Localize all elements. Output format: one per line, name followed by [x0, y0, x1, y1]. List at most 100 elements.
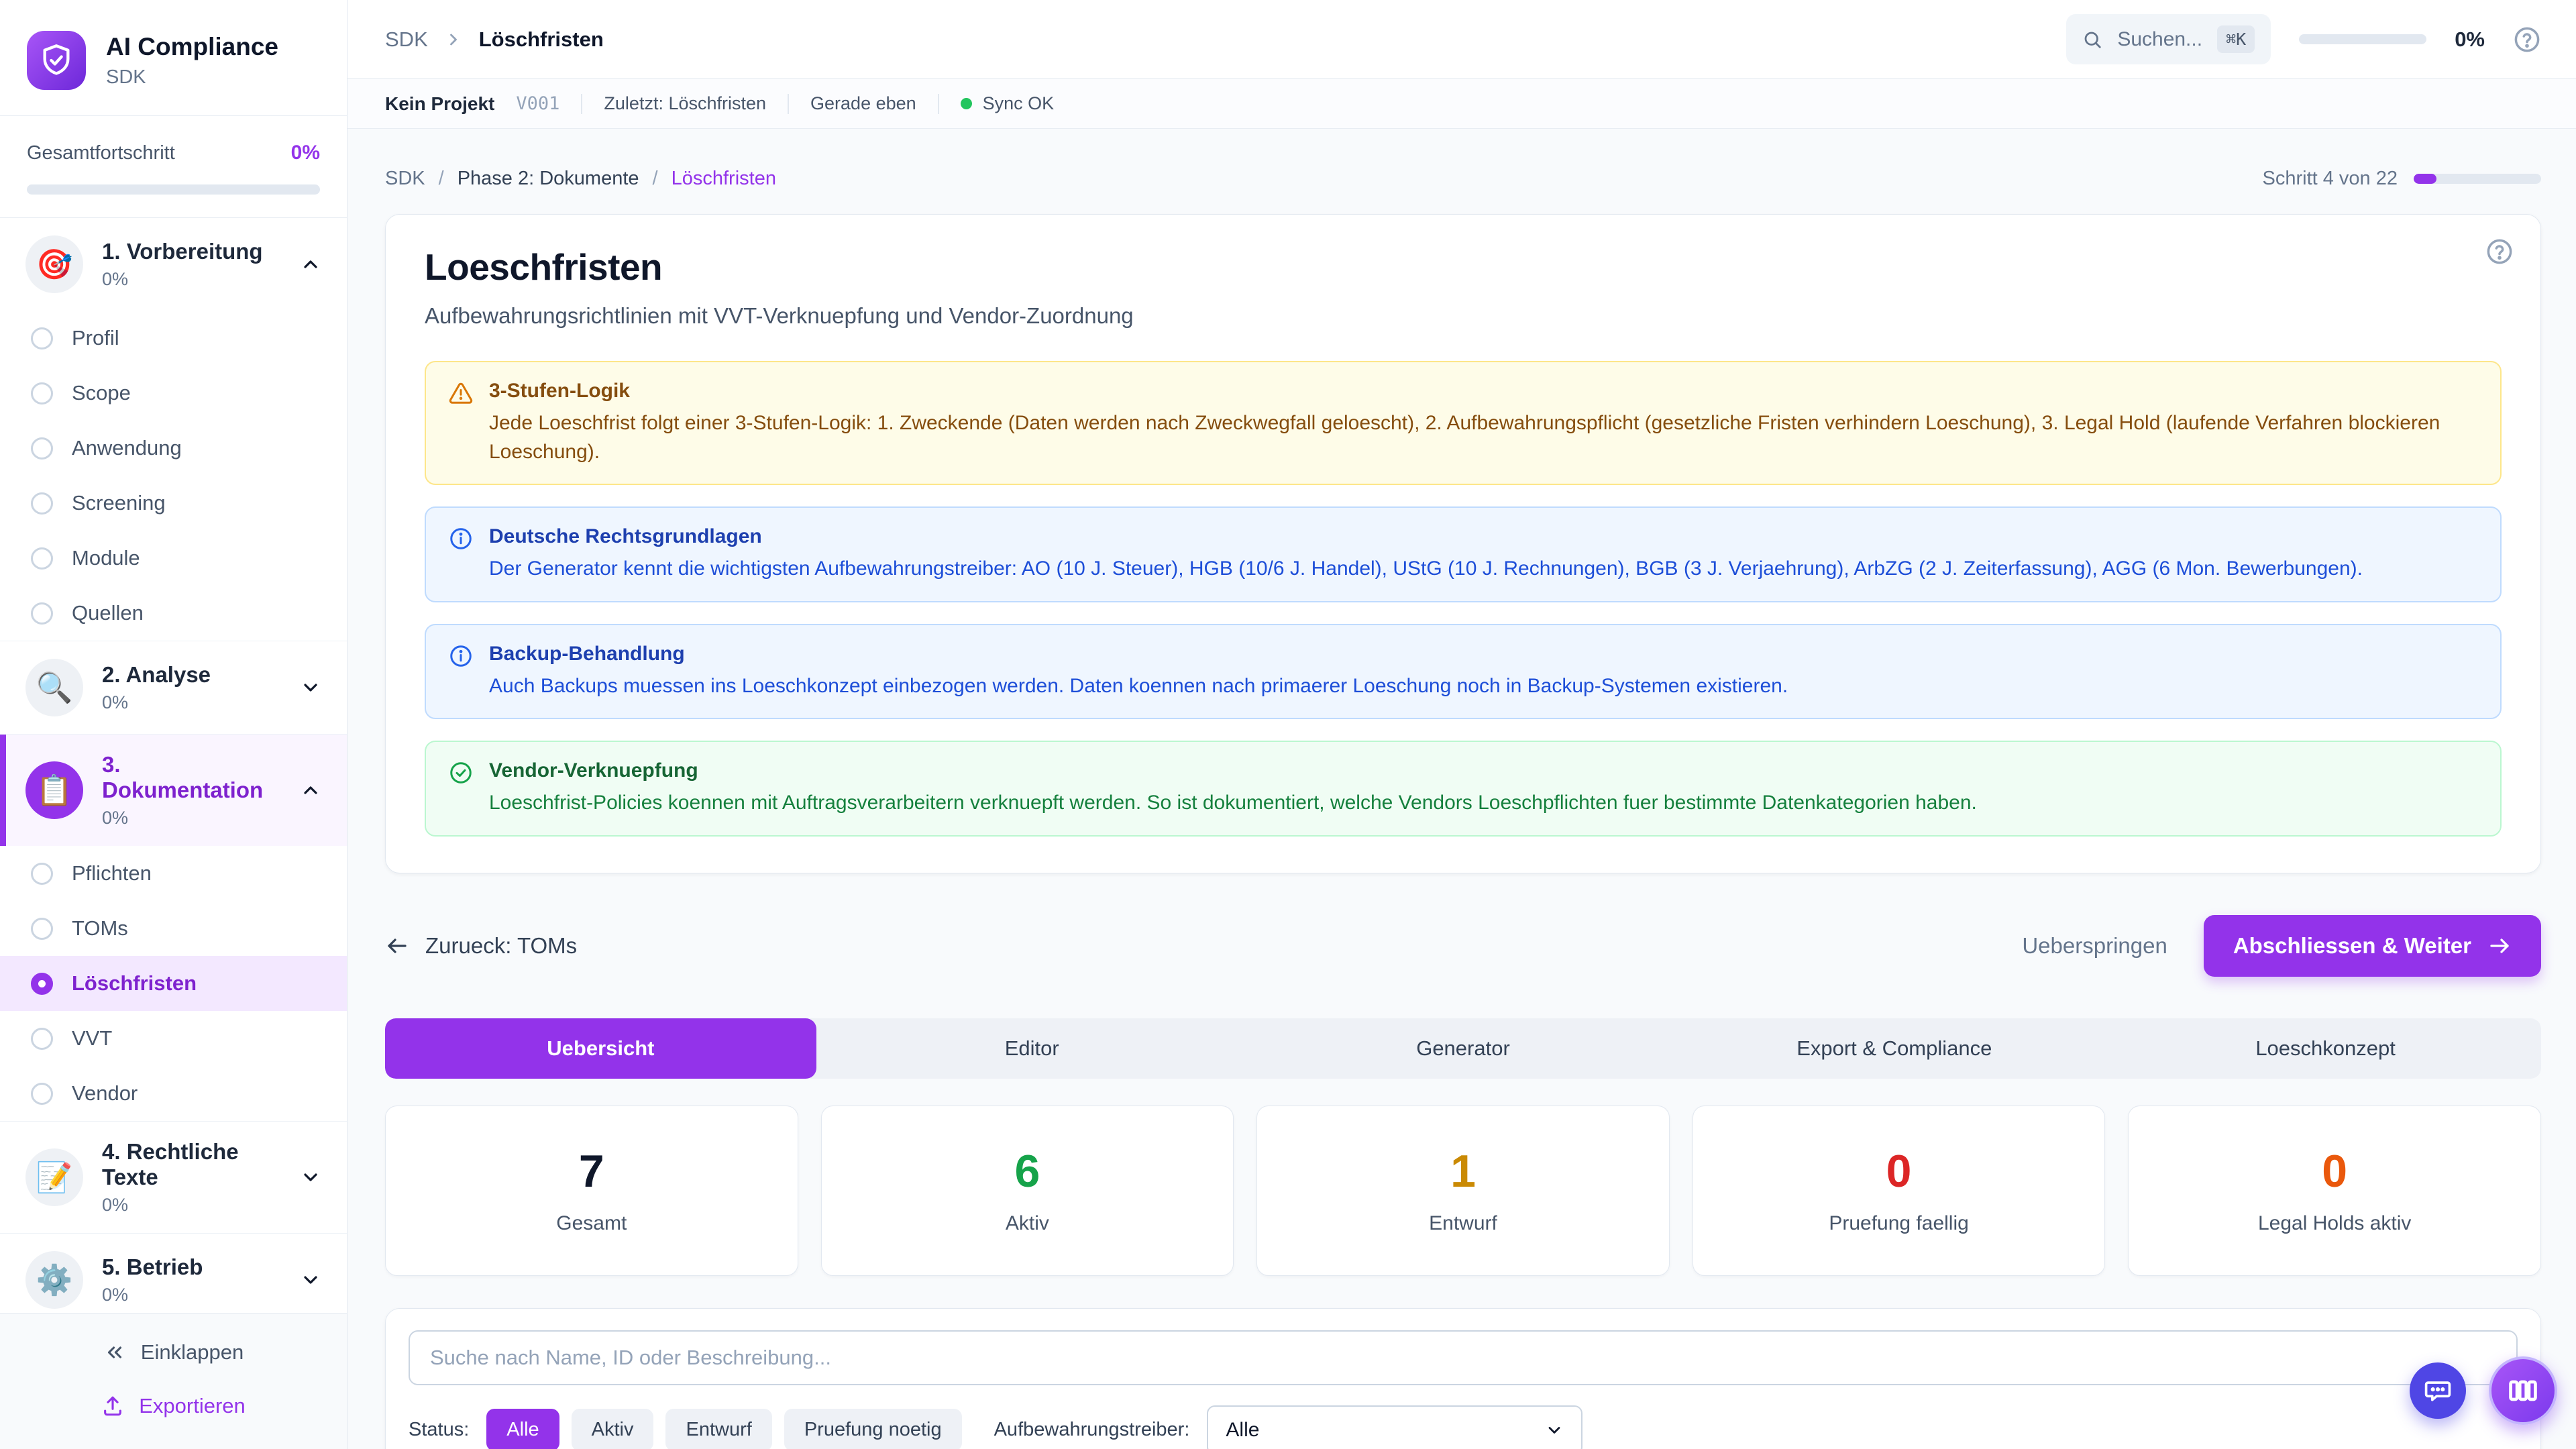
breadcrumb-phase[interactable]: Phase 2: Dokumente — [457, 168, 639, 189]
magnifier-emoji-icon: 🔍 — [25, 659, 83, 716]
sidebar-section-vorbereitung[interactable]: 🎯 1. Vorbereitung 0% — [0, 218, 347, 311]
breadcrumb-current: Löschfristen — [478, 27, 604, 51]
sidebar-item-label: Quellen — [72, 601, 144, 625]
topbar-progress-value: 0% — [2455, 27, 2485, 51]
policy-search-input[interactable] — [409, 1330, 2518, 1385]
radio-icon — [31, 547, 53, 570]
chat-fab-button[interactable] — [2410, 1362, 2466, 1419]
alert-title: Backup-Behandlung — [489, 642, 685, 665]
search-placeholder: Suchen... — [2117, 28, 2203, 50]
topbar-progress-bar — [2299, 34, 2427, 44]
sync-status: Sync OK — [960, 93, 1055, 114]
status-pill-pruefung-noetig[interactable]: Pruefung noetig — [784, 1409, 962, 1449]
radio-icon — [31, 1027, 53, 1050]
sidebar-item-label: Profil — [72, 326, 119, 350]
stat-value: 1 — [1450, 1145, 1476, 1197]
sidebar-item-scope[interactable]: Scope — [0, 366, 347, 421]
help-icon[interactable] — [2513, 25, 2541, 54]
back-button[interactable]: Zurueck: TOMs — [385, 933, 577, 959]
app-subtitle: SDK — [106, 66, 146, 88]
stats-row: 7 Gesamt 6 Aktiv 1 Entwurf 0 Pruefung fa… — [385, 1105, 2541, 1276]
sidebar-item-label: VVT — [72, 1026, 113, 1050]
clipboard-emoji-icon: 📋 — [25, 761, 83, 819]
section-label: 3. Dokumentation — [102, 752, 264, 802]
app-header: AI Compliance SDK — [0, 0, 347, 115]
tab-editor[interactable]: Editor — [1004, 1036, 1059, 1060]
radio-icon — [31, 602, 53, 625]
sidebar-section-rechtliche-texte[interactable]: 📝 4. Rechtliche Texte 0% — [0, 1122, 347, 1233]
target-emoji-icon: 🎯 — [25, 235, 83, 293]
status-filter-label: Status: — [409, 1419, 470, 1441]
section-label: 2. Analyse — [102, 662, 211, 687]
tab-uebersicht[interactable]: Uebersicht — [385, 1018, 816, 1079]
tab-loeschkonzept[interactable]: Loeschkonzept — [2255, 1036, 2396, 1060]
step-help-icon[interactable] — [2485, 237, 2514, 266]
breadcrumb-current: Löschfristen — [671, 168, 776, 189]
complete-next-button[interactable]: Abschliessen & Weiter — [2203, 914, 2541, 977]
last-step-label: Zuletzt: Löschfristen — [604, 93, 767, 113]
stat-card-legal-holds: 0 Legal Holds aktiv — [2128, 1105, 2541, 1276]
sidebar-item-vvt[interactable]: VVT — [0, 1011, 347, 1066]
radio-icon — [31, 437, 53, 460]
stat-label: Legal Holds aktiv — [2257, 1212, 2412, 1234]
tab-bar: Uebersicht Editor Generator Export & Com… — [385, 1018, 2541, 1079]
section-percent: 0% — [102, 269, 129, 289]
alert-body: Loeschfrist-Policies koennen mit Auftrag… — [489, 792, 1977, 814]
topbar-breadcrumb: SDK Löschfristen — [385, 28, 604, 52]
skip-button[interactable]: Ueberspringen — [2022, 932, 2167, 958]
status-pill-alle[interactable]: Alle — [486, 1409, 559, 1449]
radio-icon — [31, 1082, 53, 1105]
sidebar: AI Compliance SDK Gesamtfortschritt 0% 🎯… — [0, 0, 347, 1449]
sidebar-section-analyse[interactable]: 🔍 2. Analyse 0% — [0, 641, 347, 734]
columns-fab-button[interactable] — [2489, 1356, 2557, 1425]
collapse-sidebar-button[interactable]: Einklappen — [103, 1340, 244, 1364]
sidebar-item-profil[interactable]: Profil — [0, 311, 347, 366]
shortcut-badge: ⌘K — [2217, 25, 2255, 53]
next-label: Abschliessen & Weiter — [2233, 932, 2471, 958]
sidebar-section-dokumentation[interactable]: 📋 3. Dokumentation 0% — [0, 735, 347, 846]
warning-triangle-icon — [449, 381, 473, 466]
section-percent: 0% — [102, 808, 129, 828]
sidebar-item-module[interactable]: Module — [0, 531, 347, 586]
breadcrumb-root[interactable]: SDK — [385, 168, 425, 189]
search-icon — [2082, 30, 2102, 50]
upload-icon — [101, 1395, 124, 1417]
sidebar-item-quellen[interactable]: Quellen — [0, 586, 347, 641]
alert-rechtsgrundlagen: Deutsche Rechtsgrundlagen Der Generator … — [425, 506, 2502, 602]
status-pill-entwurf[interactable]: Entwurf — [665, 1409, 772, 1449]
sidebar-item-loeschfristen[interactable]: Löschfristen — [0, 956, 347, 1011]
sidebar-item-vendor[interactable]: Vendor — [0, 1066, 347, 1121]
step-label: Schritt 4 von 22 — [2262, 168, 2398, 189]
sync-label: Sync OK — [982, 93, 1055, 113]
stat-label: Pruefung faellig — [1829, 1212, 1969, 1234]
breadcrumb-separator: / — [652, 168, 658, 189]
stat-value: 6 — [1014, 1145, 1040, 1197]
status-pill-aktiv[interactable]: Aktiv — [571, 1409, 654, 1449]
tab-generator[interactable]: Generator — [1416, 1036, 1510, 1060]
sidebar-item-pflichten[interactable]: Pflichten — [0, 846, 347, 901]
breadcrumb-root[interactable]: SDK — [385, 27, 428, 51]
chevron-down-icon — [300, 677, 321, 698]
driver-filter-label: Aufbewahrungstreiber: — [994, 1419, 1190, 1441]
chevrons-left-icon — [103, 1341, 126, 1364]
topbar: SDK Löschfristen Suchen... ⌘K 0% — [347, 0, 2576, 79]
export-button[interactable]: Exportieren — [101, 1394, 246, 1418]
sidebar-nav: 🎯 1. Vorbereitung 0% Profil Scope Anwend… — [0, 217, 347, 1313]
stat-value: 0 — [2322, 1145, 2348, 1197]
page-breadcrumb: SDK / Phase 2: Dokumente / Löschfristen — [385, 168, 776, 190]
stat-value: 7 — [578, 1145, 604, 1197]
sidebar-item-screening[interactable]: Screening — [0, 476, 347, 531]
radio-icon — [31, 492, 53, 515]
sidebar-item-anwendung[interactable]: Anwendung — [0, 421, 347, 476]
chat-bubble-icon — [2423, 1376, 2453, 1405]
sidebar-section-betrieb[interactable]: ⚙️ 5. Betrieb 0% — [0, 1234, 347, 1313]
alert-backup-behandlung: Backup-Behandlung Auch Backups muessen i… — [425, 623, 2502, 720]
tab-export-compliance[interactable]: Export & Compliance — [1796, 1036, 1992, 1060]
app-logo — [27, 31, 86, 90]
driver-select[interactable]: Alle — [1207, 1405, 1583, 1449]
status-bar: Kein Projekt V001 Zuletzt: Löschfristen … — [347, 79, 2576, 129]
section-percent: 0% — [102, 1285, 129, 1305]
global-search-button[interactable]: Suchen... ⌘K — [2066, 14, 2271, 64]
step-header-card: Loeschfristen Aufbewahrungsrichtlinien m… — [385, 214, 2541, 873]
sidebar-item-toms[interactable]: TOMs — [0, 901, 347, 956]
